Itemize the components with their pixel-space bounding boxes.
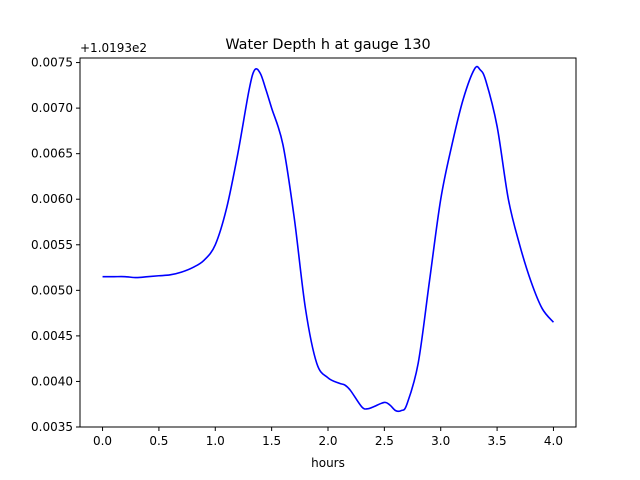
x-tick-label: 3.0 bbox=[431, 434, 450, 448]
y-tick-label: 0.0070 bbox=[31, 101, 73, 115]
plot-area-frame bbox=[79, 57, 577, 428]
y-tick-label: 0.0050 bbox=[31, 283, 73, 297]
y-axis-ticks: 0.0035 0.0040 0.0045 0.0050 0.0055 0.0060 0.00… bbox=[31, 56, 80, 434]
y-tick-label: 0.0075 bbox=[31, 56, 73, 70]
y-tick-label: 0.0045 bbox=[31, 329, 73, 343]
y-tick-label: 0.0065 bbox=[31, 147, 73, 161]
y-tick-label: 0.0060 bbox=[31, 192, 73, 206]
x-tick-label: 0.5 bbox=[149, 434, 168, 448]
y-tick-label: 0.0055 bbox=[31, 238, 73, 252]
x-axis-label: hours bbox=[311, 456, 345, 470]
chart-title: Water Depth h at gauge 130 bbox=[225, 37, 430, 53]
series-line-group bbox=[102, 65, 555, 413]
y-axis-offset-label: +1.0193e2 bbox=[80, 41, 147, 55]
x-tick-label: 0.0 bbox=[93, 434, 112, 448]
y-tick-label: 0.0040 bbox=[31, 374, 73, 388]
x-tick-label: 4.0 bbox=[544, 434, 563, 448]
series-line-0 bbox=[102, 65, 555, 413]
y-tick-label: 0.0035 bbox=[31, 420, 73, 434]
x-tick-label: 1.0 bbox=[206, 434, 225, 448]
x-tick-label: 3.5 bbox=[488, 434, 507, 448]
x-axis-ticks: 0.0 0.5 1.0 1.5 2.0 2.5 3.0 3.5 4.0 bbox=[93, 427, 563, 448]
x-tick-label: 1.5 bbox=[262, 434, 281, 448]
x-tick-label: 2.0 bbox=[318, 434, 337, 448]
x-tick-label: 2.5 bbox=[375, 434, 394, 448]
